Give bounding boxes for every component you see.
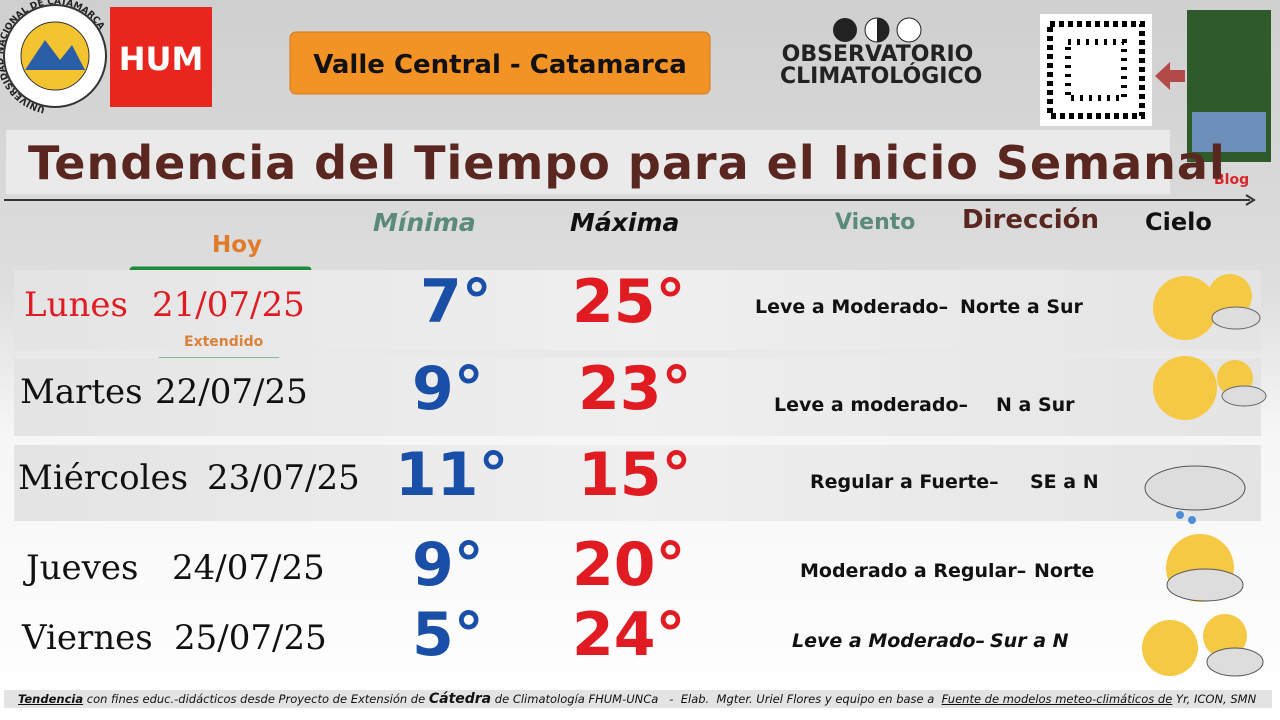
min-temp: 9° <box>412 530 484 600</box>
direction: Norte <box>1034 560 1095 582</box>
wind: Leve a Moderado– <box>755 296 949 318</box>
footer-part: Yr, ICON, SMN <box>1172 692 1257 706</box>
date: 23/07/25 <box>207 458 360 498</box>
observatory: OBSERVATORIO CLIMATOLÓGICO <box>780 42 982 88</box>
col-min: Mínima <box>373 208 476 237</box>
faculty-logo <box>110 7 212 107</box>
direction: SE a N <box>1030 471 1099 493</box>
observatory-line: CLIMATOLÓGICO <box>780 64 983 89</box>
day-name: Martes <box>20 372 143 412</box>
sky-icon <box>1153 356 1267 420</box>
col-max: Máxima <box>570 208 680 237</box>
max-temp: 23° <box>578 354 692 424</box>
row-band <box>14 270 1261 350</box>
max-temp: 15° <box>578 440 692 510</box>
date: 25/07/25 <box>174 618 327 658</box>
footer-part: de Climatología FHUM-UNCa - Elab. Mgter.… <box>491 692 942 706</box>
footer-part: con fines educ.-didácticos desde Proyect… <box>83 692 429 706</box>
date: 21/07/25 <box>152 285 305 325</box>
direction: Sur a N <box>990 630 1069 652</box>
qr-code <box>1040 14 1152 126</box>
day-name: Jueves <box>26 548 139 588</box>
sky-icon <box>1153 274 1261 340</box>
footer: Tendencia con fines educ.-didácticos des… <box>18 691 1256 707</box>
col-sky: Cielo <box>1145 208 1212 236</box>
region-badge <box>289 31 711 95</box>
row-band <box>14 445 1261 521</box>
region: Valle Central - Catamarca <box>313 50 687 80</box>
min-temp: 7° <box>420 267 492 337</box>
col-direction: Dirección <box>962 205 1100 235</box>
wind: Leve a Moderado– <box>792 630 986 652</box>
title-bg <box>6 130 1170 194</box>
direction: N a Sur <box>996 394 1075 416</box>
title: Tendencia del Tiempo para el Inicio Sema… <box>28 136 1226 190</box>
tag-extended: Extendido <box>184 334 264 350</box>
blog-link[interactable]: Blog <box>1214 172 1250 188</box>
sky-icon <box>1144 465 1246 524</box>
max-temp: 20° <box>572 530 686 600</box>
observatory-line: OBSERVATORIO <box>781 42 974 67</box>
wind: Regular a Fuerte– <box>810 471 999 493</box>
direction: Norte a Sur <box>960 296 1083 318</box>
wind: Moderado a Regular– <box>800 560 1027 582</box>
date: 24/07/25 <box>172 548 325 588</box>
col-wind: Viento <box>835 210 916 235</box>
min-temp: 11° <box>395 440 509 510</box>
max-temp: 24° <box>572 600 686 670</box>
sky-icon <box>1166 534 1244 602</box>
day-name: Viernes <box>22 618 153 658</box>
row-band <box>14 358 1261 436</box>
day-name: Lunes <box>24 285 128 325</box>
sky-icon <box>1142 614 1264 677</box>
faculty: HUM <box>118 40 204 78</box>
min-temp: 5° <box>412 600 484 670</box>
max-temp: 25° <box>572 267 686 337</box>
wind: Leve a moderado– <box>774 394 968 416</box>
footer-part: Fuente de modelos meteo-climáticos de <box>941 692 1173 706</box>
footer-part: Tendencia <box>18 692 84 706</box>
min-temp: 9° <box>412 354 484 424</box>
date: 22/07/25 <box>155 372 308 412</box>
footer-part: Cátedra <box>428 691 492 707</box>
tag-today: Hoy <box>212 232 263 258</box>
day-name: Miércoles <box>18 458 189 498</box>
